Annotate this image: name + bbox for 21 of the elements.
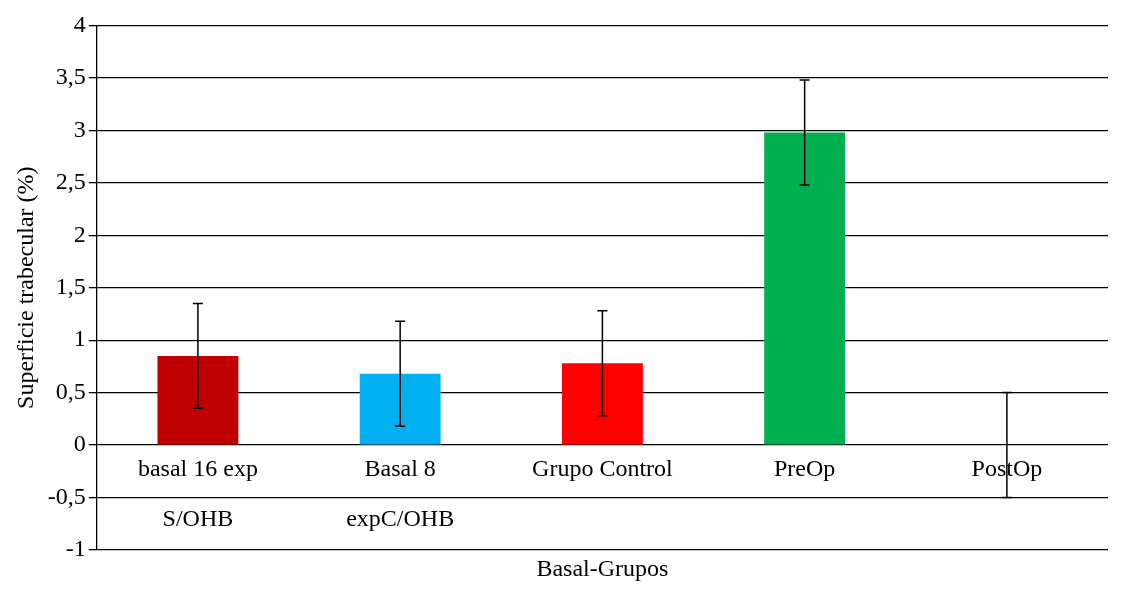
y-tick-label: 4 [73,10,86,37]
y-axis-title: Superficie trabecular (%) [11,166,38,409]
x-tick-label: Basal 8 expC/OHB [346,455,455,532]
y-tick-label: -1 [65,535,86,562]
y-tick-label: 3,5 [55,63,86,90]
y-tick-label: 2 [73,220,86,247]
x-tick-label: basal 16 exp S/OHB [137,455,258,532]
y-tick-label: 1 [73,325,86,352]
y-tick-label: 3 [73,115,86,142]
bar [764,132,846,445]
bar [157,355,239,445]
x-tick-label: PreOp [773,455,836,482]
bar [561,363,643,445]
x-tick-label: Grupo Control [532,455,674,482]
bar [359,373,441,445]
x-axis-title: Basal-Grupos [536,555,669,582]
y-tick-label: -0,5 [47,482,86,509]
y-tick-label: 1,5 [55,273,86,299]
y-tick-label: 0 [73,430,86,457]
y-tick-label: 0,5 [55,377,86,404]
y-tick-label: 2,5 [55,168,86,195]
